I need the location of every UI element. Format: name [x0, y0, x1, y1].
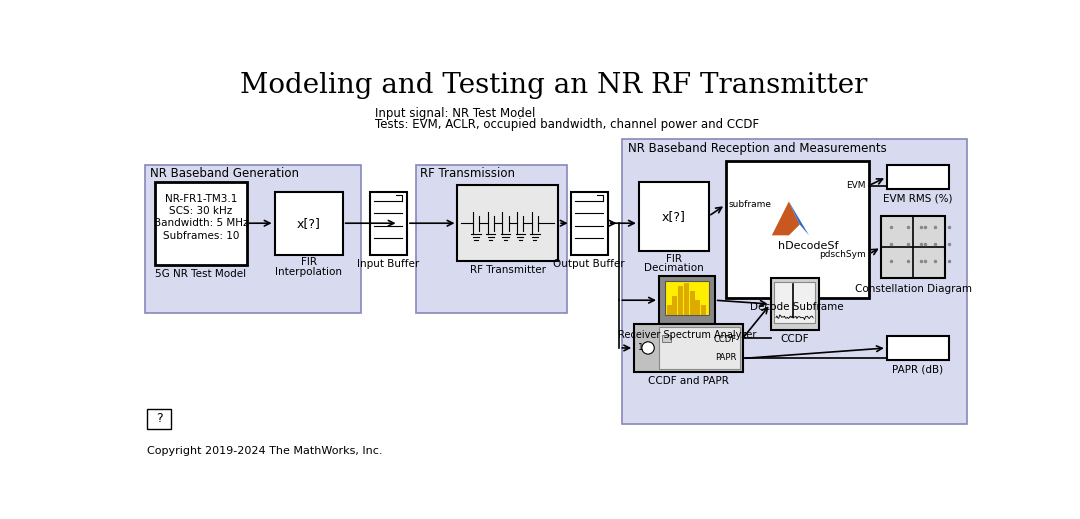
Polygon shape: [788, 201, 809, 235]
Text: Tests: EVM, ACLR, occupied bandwidth, channel power and CCDF: Tests: EVM, ACLR, occupied bandwidth, ch…: [375, 118, 759, 131]
Bar: [665, 281, 708, 315]
Bar: [696, 299, 700, 315]
Bar: [659, 276, 715, 324]
Text: Copyright 2019-2024 The MathWorks, Inc.: Copyright 2019-2024 The MathWorks, Inc.: [147, 446, 382, 456]
Text: Bandwidth: 5 MHz: Bandwidth: 5 MHz: [153, 218, 248, 228]
Text: ?: ?: [156, 412, 162, 425]
Text: CCDF and PAPR: CCDF and PAPR: [648, 376, 729, 386]
Text: Decimation: Decimation: [644, 263, 703, 273]
Polygon shape: [772, 201, 799, 235]
Text: EVM: EVM: [847, 181, 866, 190]
Text: SCS: 30 kHz: SCS: 30 kHz: [170, 206, 232, 216]
Bar: [156, 182, 246, 265]
Text: 1: 1: [638, 344, 644, 352]
Text: EVM RMS (%): EVM RMS (%): [883, 194, 953, 203]
Text: FIR: FIR: [665, 254, 681, 264]
Text: Subframes: 10: Subframes: 10: [163, 230, 239, 240]
Bar: [690, 291, 694, 315]
Bar: [662, 335, 672, 343]
Bar: [458, 185, 558, 261]
Bar: [274, 192, 342, 255]
Text: Interpolation: Interpolation: [275, 267, 342, 277]
Text: hDecodeSf: hDecodeSf: [779, 241, 839, 251]
Text: Modeling and Testing an NR RF Transmitter: Modeling and Testing an NR RF Transmitte…: [240, 72, 867, 99]
Text: x[?]: x[?]: [662, 210, 686, 223]
Bar: [881, 216, 945, 278]
Bar: [416, 165, 567, 313]
Text: Decode Subframe: Decode Subframe: [751, 302, 845, 312]
Text: Receiver Spectrum Analyzer: Receiver Spectrum Analyzer: [618, 330, 756, 340]
Bar: [701, 305, 706, 315]
Text: x[?]: x[?]: [297, 217, 321, 230]
Bar: [678, 286, 683, 315]
Text: PAPR (dB): PAPR (dB): [892, 364, 943, 375]
Bar: [887, 165, 948, 189]
Text: NR-FR1-TM3.1: NR-FR1-TM3.1: [164, 194, 238, 203]
Bar: [774, 282, 814, 323]
Text: PAPR: PAPR: [715, 352, 737, 362]
Text: Constellation Diagram: Constellation Diagram: [854, 284, 972, 294]
Bar: [726, 161, 869, 298]
Text: FIR: FIR: [300, 257, 316, 267]
Bar: [145, 165, 361, 313]
Bar: [638, 182, 708, 251]
Bar: [659, 327, 740, 368]
Circle shape: [642, 342, 654, 354]
Bar: [684, 283, 689, 315]
Text: Input signal: NR Test Model: Input signal: NR Test Model: [375, 107, 536, 120]
Text: RF Transmission: RF Transmission: [420, 168, 515, 181]
Bar: [887, 336, 948, 360]
Text: CCDF: CCDF: [780, 334, 809, 345]
Text: pdschSym: pdschSym: [819, 250, 866, 258]
Bar: [770, 278, 819, 330]
Bar: [666, 305, 672, 315]
Text: NR Baseband Reception and Measurements: NR Baseband Reception and Measurements: [627, 142, 887, 155]
Text: subframe: subframe: [729, 200, 771, 209]
Bar: [147, 409, 172, 429]
Bar: [673, 296, 677, 315]
Bar: [570, 192, 608, 255]
Text: 5G NR Test Model: 5G NR Test Model: [156, 269, 246, 279]
Polygon shape: [788, 201, 799, 225]
Bar: [634, 324, 743, 372]
Bar: [369, 192, 407, 255]
Text: NR Baseband Generation: NR Baseband Generation: [150, 168, 299, 181]
Text: Input Buffer: Input Buffer: [357, 259, 419, 269]
Bar: [622, 139, 967, 424]
Text: RF Transmitter: RF Transmitter: [470, 265, 545, 275]
Text: CCDF: CCDF: [713, 335, 737, 344]
Text: Output Buffer: Output Buffer: [553, 259, 625, 269]
